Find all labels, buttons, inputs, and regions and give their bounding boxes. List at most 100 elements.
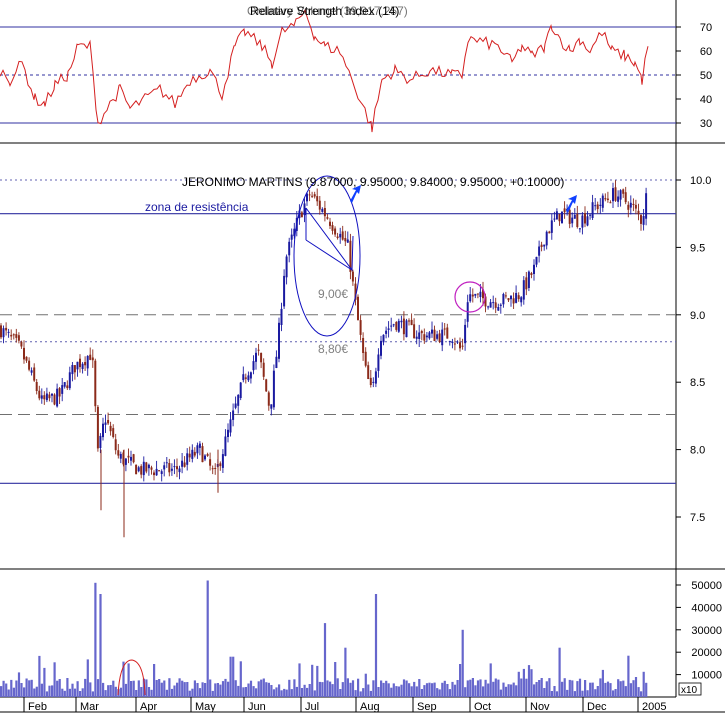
volume-bar bbox=[91, 691, 94, 697]
volume-bar bbox=[158, 679, 161, 697]
volume-bar bbox=[558, 647, 561, 697]
volume-multiplier-box bbox=[678, 682, 702, 696]
volume-bar bbox=[369, 690, 372, 697]
volume-bar bbox=[232, 656, 235, 697]
volume-bar bbox=[71, 683, 74, 697]
price-candle-down bbox=[176, 466, 178, 470]
arrow-icon bbox=[350, 185, 361, 203]
x-tick-label: Aug bbox=[360, 701, 380, 713]
price-candle-down bbox=[634, 204, 637, 209]
volume-bar bbox=[257, 681, 260, 697]
volume-bar bbox=[186, 682, 189, 697]
price-candle-down bbox=[517, 295, 520, 300]
volume-bar bbox=[492, 681, 495, 697]
price-candle-up bbox=[186, 453, 189, 465]
price-candle-down bbox=[420, 331, 423, 334]
rsi-series-line bbox=[0, 8, 649, 133]
price-candle-up bbox=[272, 370, 275, 408]
volume-bar bbox=[176, 682, 179, 697]
price-candle-up bbox=[599, 204, 602, 206]
volume-bar bbox=[66, 678, 69, 697]
volume-bar bbox=[193, 680, 196, 697]
price-candle-down bbox=[410, 319, 413, 326]
volume-bar bbox=[504, 686, 508, 697]
volume-bar bbox=[43, 667, 46, 697]
volume-bar bbox=[357, 678, 360, 697]
price-candle-down bbox=[73, 365, 76, 373]
price-candle-down bbox=[525, 277, 528, 290]
price-candle-up bbox=[346, 239, 349, 243]
x-tick-label: 2005 bbox=[642, 701, 666, 713]
price-candle-up bbox=[104, 422, 107, 425]
flag-lower-line bbox=[305, 239, 353, 271]
volume-bar bbox=[571, 680, 574, 697]
x-tick-label: Apr bbox=[140, 701, 157, 713]
x-tick-label: Dec bbox=[587, 701, 607, 713]
volume-bar bbox=[637, 687, 640, 697]
price-candle-down bbox=[351, 271, 354, 282]
price-candle-up bbox=[629, 202, 632, 208]
price-candle-up bbox=[591, 202, 594, 218]
price-candle-up bbox=[425, 335, 428, 338]
price-candle-down bbox=[20, 341, 23, 347]
volume-bar bbox=[573, 691, 576, 697]
volume-bar bbox=[425, 683, 429, 697]
volume-bar bbox=[568, 679, 571, 697]
price-candle-up bbox=[63, 382, 66, 387]
volume-bar bbox=[474, 685, 477, 697]
price-candle-down bbox=[329, 221, 331, 226]
volume-tick-label: 30000 bbox=[691, 625, 722, 637]
volume-bar bbox=[191, 688, 194, 697]
volume-bar bbox=[73, 688, 77, 697]
price-candle-up bbox=[81, 363, 84, 369]
volume-bar bbox=[28, 680, 31, 697]
price-candle-down bbox=[512, 298, 515, 304]
volume-bar bbox=[507, 684, 510, 697]
volume-bar bbox=[247, 683, 250, 697]
volume-bar bbox=[122, 661, 125, 697]
volume-bar bbox=[576, 681, 579, 697]
volume-bar bbox=[423, 685, 426, 697]
price-candle-down bbox=[461, 345, 464, 347]
price-candle-down bbox=[558, 214, 561, 222]
volume-bar bbox=[591, 682, 594, 697]
price-tick-label: 9.0 bbox=[690, 310, 705, 322]
price-candle-up bbox=[527, 271, 530, 288]
volume-bar bbox=[86, 659, 89, 697]
price-candle-down bbox=[219, 463, 222, 467]
price-candle-up bbox=[290, 234, 293, 240]
price-candle-up bbox=[515, 293, 518, 303]
price-candle-down bbox=[357, 296, 359, 321]
volume-bar bbox=[229, 656, 232, 697]
volume-bar bbox=[295, 686, 298, 697]
price-candle-up bbox=[71, 365, 74, 375]
rsi-tick-label: 30 bbox=[700, 118, 712, 130]
price-candle-down bbox=[91, 357, 94, 361]
volume-bar bbox=[293, 679, 296, 697]
volume-bar bbox=[227, 681, 230, 697]
volume-bar bbox=[415, 686, 418, 697]
price-candle-up bbox=[173, 466, 176, 468]
volume-bar bbox=[25, 678, 28, 697]
price-candle-down bbox=[482, 289, 484, 299]
price-candle-down bbox=[265, 379, 268, 392]
volume-bar bbox=[553, 686, 556, 697]
x-tick-label: Jul bbox=[305, 701, 319, 713]
price-candle-up bbox=[571, 217, 574, 224]
price-candle-down bbox=[336, 236, 339, 238]
x-tick-label: Mar bbox=[80, 701, 99, 713]
price-candle-up bbox=[278, 322, 280, 359]
price-candle-down bbox=[5, 327, 8, 331]
price-candle-down bbox=[114, 439, 117, 451]
price-candle-down bbox=[632, 203, 635, 205]
price-candle-down bbox=[132, 454, 135, 463]
price-candle-down bbox=[476, 293, 479, 295]
price-candle-down bbox=[201, 446, 204, 463]
price-candle-up bbox=[474, 293, 477, 296]
rsi-tick-label: 50 bbox=[700, 70, 712, 82]
price-candle-down bbox=[402, 318, 405, 335]
price-candle-down bbox=[66, 385, 69, 389]
volume-bar bbox=[135, 690, 138, 697]
price-candle-up bbox=[489, 302, 492, 308]
volume-bar bbox=[209, 679, 212, 697]
